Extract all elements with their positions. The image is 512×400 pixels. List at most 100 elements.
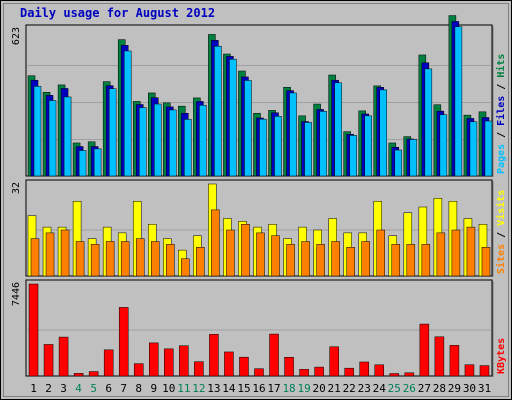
x-tick-label: 21 (328, 382, 341, 395)
bar-pages-1 (33, 86, 42, 177)
x-tick-label: 7 (120, 382, 127, 395)
legend-entry: / (496, 126, 507, 144)
legend-entry: Pages (496, 144, 507, 174)
bar-sites-2 (45, 232, 55, 277)
panel-visits-sites: 32 Sites / Visits (11, 179, 507, 277)
x-tick-label: 22 (343, 382, 356, 395)
legend-entry: KBytes (496, 338, 507, 374)
x-tick-label: 23 (358, 382, 371, 395)
bar-sites-15 (241, 224, 250, 277)
x-tick-label: 4 (75, 382, 82, 395)
y-max-label: 32 (11, 182, 22, 194)
bar-kbytes-23 (359, 361, 369, 377)
bar-sites-14 (226, 229, 235, 277)
bar-pages-22 (349, 135, 357, 177)
bar-pages-11 (184, 119, 192, 177)
legend-entry: Visits (495, 190, 507, 226)
bar-pages-18 (289, 92, 297, 177)
bar-sites-8 (135, 238, 145, 277)
bar-sites-13 (211, 209, 220, 277)
panel-kbytes: 7446 KBytes (11, 279, 507, 377)
bar-kbytes-30 (464, 364, 475, 377)
x-tick-label: 24 (373, 382, 387, 395)
x-tick-label: 29 (448, 382, 461, 395)
bar-pages-24 (379, 89, 387, 177)
bar-sites-22 (346, 247, 355, 277)
bar-sites-26 (406, 244, 416, 277)
bar-kbytes-12 (194, 361, 204, 377)
x-tick-label: 26 (403, 382, 416, 395)
bar-sites-21 (331, 241, 340, 277)
bar-pages-10 (169, 109, 177, 177)
bar-sites-3 (60, 229, 70, 277)
bar-sites-4 (75, 241, 85, 277)
bar-pages-6 (108, 88, 117, 177)
bar-sites-24 (376, 229, 385, 277)
x-tick-label: 19 (297, 382, 310, 395)
bar-kbytes-11 (179, 345, 189, 377)
bar-kbytes-14 (224, 351, 234, 377)
x-tick-label: 5 (90, 382, 97, 395)
legend-entry: / (496, 78, 507, 96)
x-tick-label: 10 (162, 382, 175, 395)
x-tick-label: 18 (282, 382, 295, 395)
chart-frame-inner (3, 3, 509, 397)
bar-sites-5 (90, 244, 100, 277)
x-tick-label: 16 (252, 382, 265, 395)
legend-entry: Files (495, 96, 507, 126)
bar-pages-25 (394, 149, 403, 177)
bar-pages-15 (244, 80, 252, 177)
bar-kbytes-15 (239, 356, 249, 377)
x-tick-label: 8 (135, 382, 142, 395)
x-tick-label: 20 (313, 382, 326, 395)
bar-pages-21 (334, 82, 342, 177)
bar-kbytes-19 (299, 369, 309, 377)
bar-kbytes-6 (103, 349, 114, 377)
bar-sites-31 (481, 247, 491, 277)
bar-pages-26 (409, 139, 418, 177)
plot-area (25, 279, 493, 377)
x-tick-label: 13 (207, 382, 220, 395)
bar-sites-20 (316, 244, 325, 277)
x-tick-label: 3 (60, 382, 67, 395)
bar-kbytes-8 (133, 363, 144, 377)
bar-pages-19 (304, 122, 312, 177)
bar-sites-7 (120, 241, 130, 277)
bar-kbytes-5 (88, 371, 99, 377)
bar-sites-18 (286, 244, 295, 277)
x-tick-label: 11 (177, 382, 190, 395)
bar-kbytes-4 (73, 373, 84, 377)
bar-pages-7 (123, 50, 132, 177)
bar-kbytes-18 (284, 356, 294, 377)
bar-sites-30 (466, 226, 476, 277)
bar-kbytes-16 (254, 368, 264, 377)
bar-sites-23 (361, 241, 370, 277)
panel-hits-files-pages: 623 Pages / Files / Hits (11, 15, 507, 177)
bar-kbytes-9 (149, 342, 159, 377)
bar-sites-12 (196, 247, 205, 277)
bar-pages-13 (214, 45, 222, 177)
bar-pages-23 (364, 115, 372, 177)
bar-pages-8 (138, 107, 147, 177)
bar-kbytes-28 (434, 336, 445, 377)
x-tick-label: 2 (45, 382, 52, 395)
bar-kbytes-27 (419, 323, 430, 377)
bar-pages-31 (484, 120, 493, 177)
x-axis-labels: 1 2 3 4 5 6 7 8 9 10 11 12 13 14 15 16 17 18 19 20 21 22 23 24 2… (30, 382, 491, 395)
bar-kbytes-13 (209, 334, 219, 377)
y-max-label: 7446 (11, 282, 22, 306)
legend-entry: / (496, 226, 507, 244)
bar-kbytes-26 (404, 372, 415, 377)
axis-legend: Pages / Files / Hits (495, 54, 507, 174)
bar-sites-27 (421, 244, 431, 277)
x-tick-label: 6 (105, 382, 112, 395)
bar-pages-16 (259, 118, 267, 177)
bar-kbytes-24 (374, 364, 385, 377)
x-tick-label: 9 (150, 382, 157, 395)
bar-kbytes-22 (344, 367, 354, 377)
bar-sites-10 (166, 244, 175, 277)
bar-sites-11 (181, 258, 190, 277)
bar-kbytes-20 (314, 366, 324, 377)
bar-kbytes-21 (329, 346, 339, 377)
